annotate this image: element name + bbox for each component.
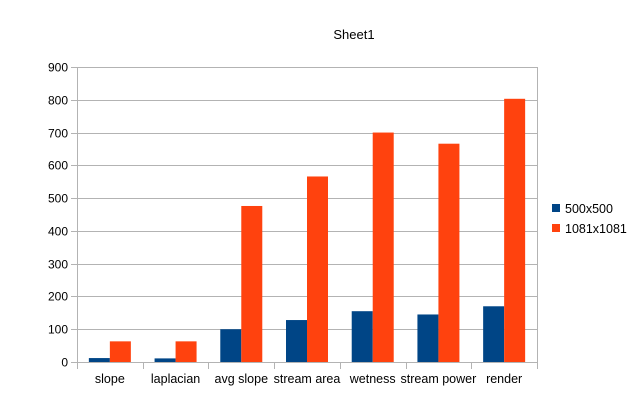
y-tick-label: 500 <box>48 192 68 206</box>
x-category-label: wetness <box>349 372 396 386</box>
chart-title: Sheet1 <box>333 27 374 42</box>
bar-500x500-wetness <box>351 311 373 362</box>
bar-500x500-slope <box>88 358 110 362</box>
y-tick-label: 300 <box>48 258 68 272</box>
bar-1081x1081-render <box>504 98 526 363</box>
legend-swatch <box>552 204 560 212</box>
bar-500x500-stream-area <box>286 320 307 362</box>
x-category-label: render <box>486 372 522 386</box>
y-tick-label: 600 <box>48 159 68 173</box>
y-tick-label: 100 <box>48 323 68 337</box>
legend-swatch <box>552 224 560 232</box>
y-tick-label: 900 <box>48 61 68 75</box>
y-tick-label: 0 <box>61 356 68 370</box>
x-category-label: stream area <box>274 372 341 386</box>
bar-1081x1081-stream-power <box>438 143 460 362</box>
y-tick-label: 700 <box>48 127 68 141</box>
x-category-label: slope <box>95 372 125 386</box>
legend-label: 500x500 <box>565 202 613 216</box>
y-tick-label: 800 <box>48 94 68 108</box>
x-category-label: stream power <box>401 372 477 386</box>
bar-1081x1081-wetness <box>372 132 394 362</box>
bar-1081x1081-slope <box>109 341 131 362</box>
y-tick-label: 400 <box>48 225 68 239</box>
bars <box>88 98 526 363</box>
y-tick-label: 200 <box>48 290 68 304</box>
bar-1081x1081-stream-area <box>307 176 328 362</box>
bar-500x500-render <box>483 306 505 362</box>
legend-label: 1081x1081 <box>565 222 627 236</box>
x-category-label: laplacian <box>151 372 200 386</box>
bar-500x500-avg-slope <box>220 329 242 362</box>
axes: 0 100 200 300 400 500 600 700 800 900 slope laplaci… <box>48 61 538 386</box>
bar-1081x1081-laplacian <box>175 341 197 362</box>
x-category-label: avg slope <box>215 372 269 386</box>
bar-1081x1081-avg-slope <box>241 205 263 362</box>
bar-500x500-stream-power <box>417 314 439 362</box>
bar-500x500-laplacian <box>154 358 176 362</box>
legend: 500x500 1081x1081 <box>552 202 627 236</box>
